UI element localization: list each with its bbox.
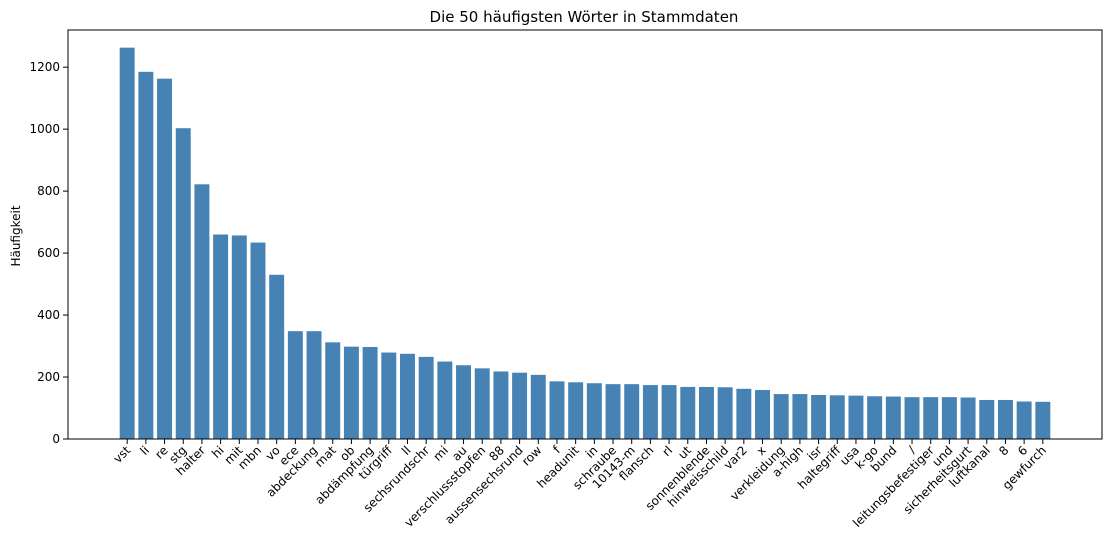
bar-a-high: [792, 394, 808, 439]
bar-sechsrundschr: [418, 356, 434, 439]
bar-und: [941, 397, 957, 439]
bar-au: [456, 365, 472, 439]
x-tick-label: vst: [111, 443, 134, 466]
bar-stg: [175, 128, 191, 439]
y-tick-label: 600: [37, 246, 60, 260]
bar-schraube: [605, 384, 621, 439]
bar-li: [138, 71, 154, 440]
bar-türgriff: [381, 352, 397, 439]
bar-rl: [661, 385, 677, 439]
x-tick-label: 8: [996, 443, 1011, 458]
bar-x: [755, 390, 770, 439]
bar-bund: [885, 396, 901, 439]
bar-usa: [848, 395, 864, 439]
bar-haltegriff: [829, 395, 845, 439]
bar-6: [1016, 401, 1032, 439]
bar-verkleidung: [773, 394, 789, 439]
bars-group: [119, 47, 1051, 440]
bar-luftkanal: [979, 399, 995, 439]
bar-flansch: [642, 385, 658, 439]
bar-ll: [400, 353, 415, 439]
bar-mbn: [250, 242, 266, 439]
bar-ut: [680, 386, 696, 439]
bar-hinweisschild: [717, 387, 733, 439]
y-tick-label: 1000: [29, 122, 60, 136]
bar-var2: [736, 388, 752, 439]
bar-k-go: [867, 396, 883, 439]
bar-abdeckung: [306, 331, 322, 439]
x-tick-label: row: [519, 443, 544, 468]
plot-frame: [67, 29, 1103, 440]
y-tick-label: 400: [37, 308, 60, 322]
bar-ece: [287, 331, 303, 439]
bar-sicherheitsgurt: [960, 397, 976, 439]
bar-ob: [343, 346, 359, 439]
bar-mat: [325, 342, 341, 439]
bar-re: [157, 78, 173, 439]
bar-verschlussstopfen: [474, 368, 490, 439]
bar-8: [997, 399, 1013, 439]
bar-in: [586, 383, 602, 439]
y-axis-label: Häufigkeit: [9, 205, 23, 266]
bar-10143-m: [624, 384, 640, 439]
y-tick-label: 1200: [29, 60, 60, 74]
y-axis-ticks: 0 200 400 600 800 1000 1200: [29, 60, 68, 446]
bar-vst: [119, 47, 135, 439]
bar-88: [493, 371, 509, 439]
bar-abdämpfung: [362, 346, 378, 439]
bar-/: [904, 397, 920, 439]
bar-mi: [437, 361, 453, 439]
y-tick-label: 800: [37, 184, 60, 198]
x-tick-label: li: [137, 443, 152, 458]
x-tick-label: mi: [430, 443, 451, 464]
bar-mit: [231, 235, 247, 439]
bar-row: [530, 374, 546, 439]
chart-title: Die 50 häufigsten Wörter in Stammdaten: [430, 8, 739, 26]
bar-sonnenblende: [698, 386, 714, 439]
bar-aussensechsrund: [512, 372, 528, 439]
bar-vo: [269, 274, 285, 439]
y-tick-label: 200: [37, 370, 60, 384]
bar-isr: [811, 395, 827, 439]
y-tick-label: 0: [52, 432, 60, 446]
bar-halter: [194, 184, 210, 439]
bar-leitungsbefestiger: [923, 397, 939, 439]
x-tick-label: rl: [659, 443, 675, 459]
x-tick-label: mat: [312, 443, 339, 470]
bar-f: [549, 381, 565, 439]
bar-gewfurch: [1035, 401, 1051, 439]
bar-hi: [213, 234, 229, 439]
bar-headunit: [568, 382, 584, 439]
